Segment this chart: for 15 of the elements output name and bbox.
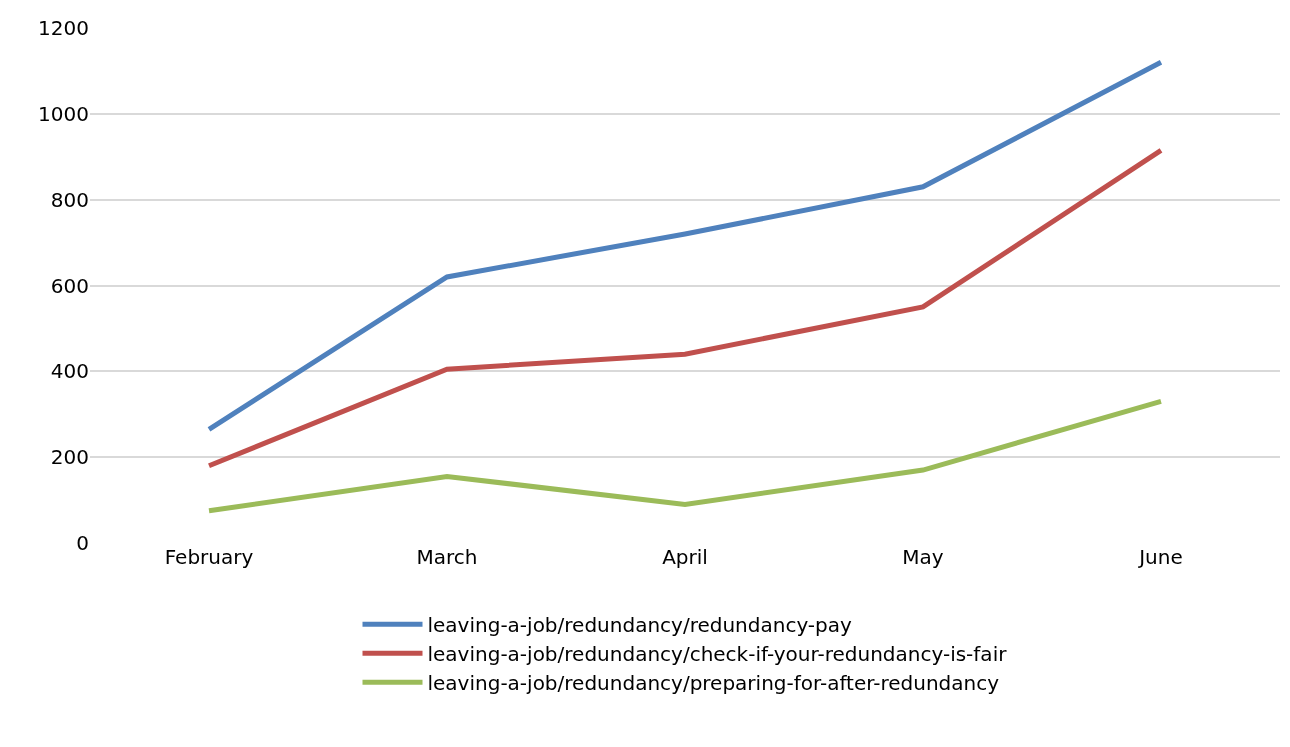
- x-tick-label: February: [164, 545, 254, 569]
- y-tick-label: 200: [50, 445, 89, 470]
- y-tick-label: 600: [50, 273, 89, 298]
- y-tick-label: 800: [50, 187, 89, 212]
- legend-label: leaving-a-job/redundancy/check-if-your-redundancy-is-fair: [427, 642, 1008, 667]
- x-tick-label: May: [902, 545, 944, 569]
- x-tick-label: June: [1137, 545, 1183, 569]
- y-tick-label: 0: [76, 531, 89, 555]
- legend-label: leaving-a-job/redundancy/preparing-for-after-redundancy: [427, 671, 1000, 696]
- y-tick-label: 1000: [38, 101, 89, 126]
- x-tick-label: March: [416, 545, 478, 569]
- legend-label: leaving-a-job/redundancy/redundancy-pay: [427, 613, 853, 638]
- y-tick-label: 400: [50, 359, 89, 384]
- y-tick-label: 1200: [38, 16, 89, 40]
- x-tick-label: April: [662, 545, 708, 569]
